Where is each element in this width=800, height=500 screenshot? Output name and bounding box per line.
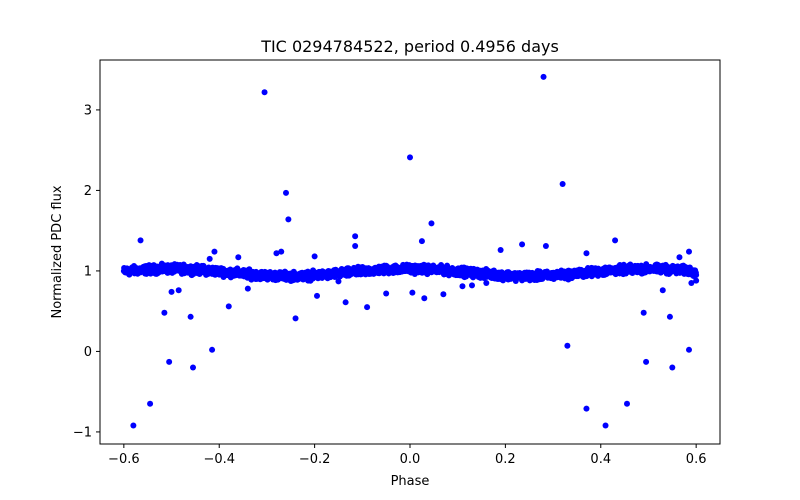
y-axis: −1 0 1 2 3 bbox=[73, 103, 100, 440]
data-point bbox=[469, 282, 475, 289]
data-point bbox=[190, 364, 196, 371]
data-point bbox=[187, 313, 194, 320]
data-point bbox=[147, 400, 154, 407]
data-point bbox=[211, 248, 218, 255]
data-point bbox=[643, 358, 650, 365]
x-tick-label: −0.6 bbox=[108, 452, 140, 467]
data-point bbox=[602, 422, 609, 429]
data-point bbox=[583, 250, 590, 257]
data-point bbox=[418, 238, 425, 245]
data-point bbox=[364, 304, 371, 311]
data-point bbox=[292, 315, 299, 322]
data-point bbox=[624, 400, 630, 407]
data-point bbox=[542, 242, 549, 249]
data-point bbox=[335, 278, 342, 285]
y-tick-label: −1 bbox=[73, 425, 92, 440]
data-point bbox=[342, 299, 349, 306]
data-point bbox=[261, 89, 268, 96]
data-point bbox=[428, 220, 435, 227]
data-point bbox=[640, 309, 647, 316]
y-tick-label: 0 bbox=[84, 345, 92, 360]
data-point bbox=[483, 279, 490, 286]
data-point bbox=[175, 287, 182, 294]
data-point bbox=[283, 189, 289, 196]
data-point bbox=[669, 364, 676, 371]
data-point bbox=[285, 216, 292, 223]
data-point bbox=[206, 255, 213, 262]
data-point bbox=[407, 154, 413, 161]
data-point bbox=[130, 422, 137, 429]
x-axis: −0.6 −0.4 −0.2 0.0 0.2 0.4 0.6 bbox=[108, 444, 706, 467]
data-point bbox=[686, 346, 692, 353]
data-point bbox=[676, 254, 683, 261]
data-point bbox=[209, 346, 216, 353]
x-axis-label: Phase bbox=[391, 474, 430, 489]
data-point bbox=[583, 405, 590, 412]
data-point bbox=[225, 303, 232, 310]
data-point bbox=[497, 246, 504, 253]
data-point bbox=[440, 291, 447, 298]
data-point bbox=[352, 233, 359, 240]
data-point bbox=[688, 279, 695, 286]
data-point bbox=[137, 237, 144, 244]
data-point bbox=[693, 271, 700, 278]
data-point bbox=[383, 290, 390, 297]
data-point bbox=[273, 250, 280, 257]
data-point bbox=[278, 248, 285, 255]
data-point bbox=[659, 287, 666, 294]
data-point bbox=[540, 73, 547, 80]
y-tick-label: 3 bbox=[84, 103, 92, 118]
data-point bbox=[666, 313, 673, 320]
data-point bbox=[244, 285, 251, 292]
x-tick-label: −0.4 bbox=[203, 452, 235, 467]
x-tick-label: −0.2 bbox=[299, 452, 331, 467]
data-points bbox=[120, 73, 700, 429]
y-tick-label: 2 bbox=[84, 184, 92, 199]
x-tick-label: 0.0 bbox=[400, 452, 421, 467]
data-point bbox=[166, 358, 173, 365]
data-point bbox=[564, 342, 571, 349]
data-point bbox=[409, 289, 416, 296]
data-point bbox=[459, 283, 466, 290]
data-point bbox=[686, 248, 692, 255]
y-axis-label: Normalized PDC flux bbox=[50, 185, 65, 318]
data-point bbox=[693, 277, 700, 284]
data-point bbox=[235, 254, 242, 261]
chart-title: TIC 0294784522, period 0.4956 days bbox=[260, 37, 559, 56]
data-point bbox=[314, 292, 320, 299]
x-tick-label: 0.2 bbox=[495, 452, 516, 467]
data-point bbox=[161, 309, 168, 316]
data-point bbox=[519, 241, 526, 248]
x-tick-label: 0.4 bbox=[590, 452, 611, 467]
x-tick-label: 0.6 bbox=[686, 452, 707, 467]
data-point bbox=[559, 180, 566, 187]
data-point bbox=[352, 242, 359, 249]
data-point bbox=[168, 288, 175, 295]
data-point bbox=[612, 237, 619, 244]
data-point bbox=[421, 295, 428, 302]
data-point bbox=[311, 253, 318, 260]
y-tick-label: 1 bbox=[84, 264, 92, 279]
